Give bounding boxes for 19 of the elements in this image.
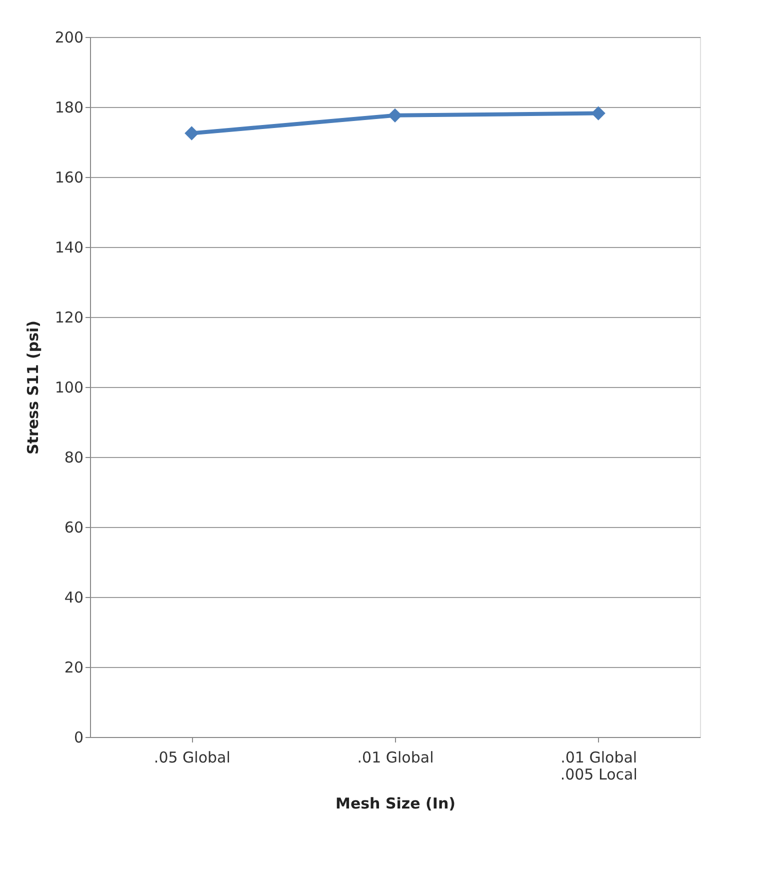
x-tick-label: .01 Global .005 Local — [560, 748, 638, 784]
y-tick-label: 0 — [74, 728, 84, 746]
y-axis-title: Stress S11 (psi) — [24, 320, 42, 455]
y-tick-label: 160 — [54, 168, 84, 186]
point — [591, 106, 606, 120]
y-tick-label: 180 — [54, 98, 84, 116]
x-axis-title: Mesh Size (In) — [336, 794, 456, 812]
y-tick-label: 40 — [64, 588, 84, 606]
y-tick-label: 140 — [54, 238, 84, 256]
y-tick-label: 120 — [54, 308, 84, 326]
x-tick-label: .01 Global — [357, 748, 434, 766]
y-tick-label: 60 — [64, 518, 84, 536]
y-tick-label: 200 — [54, 28, 84, 46]
point — [184, 126, 199, 140]
x-tick-label: .05 Global — [154, 748, 230, 766]
y-tick-label: 100 — [54, 378, 84, 396]
point — [388, 108, 402, 122]
y-tick-label: 20 — [64, 658, 84, 676]
y-tick-label: 80 — [64, 448, 84, 466]
